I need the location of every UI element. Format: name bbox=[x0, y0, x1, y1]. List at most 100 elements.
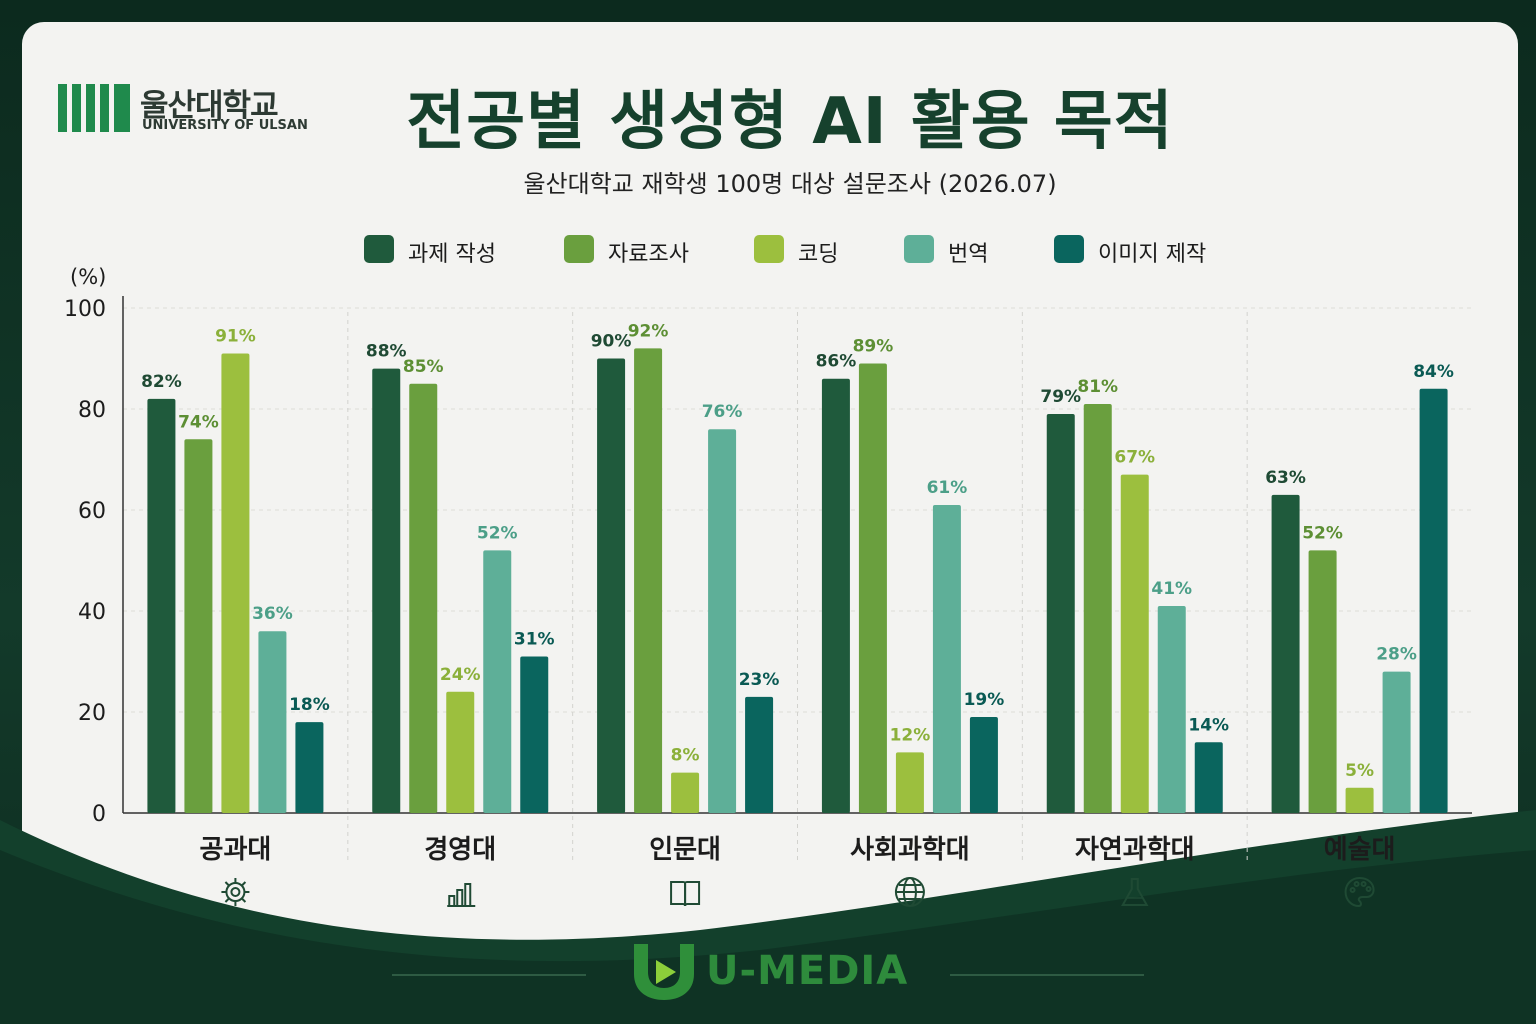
x-category-label: 사회과학대 bbox=[850, 835, 970, 865]
bar-value-label: 52% bbox=[477, 523, 518, 543]
bar-value-label: 23% bbox=[739, 670, 780, 690]
bar-value-label: 88% bbox=[366, 342, 407, 362]
bar bbox=[184, 439, 213, 813]
bar-value-label: 92% bbox=[628, 321, 669, 341]
legend-label: 이미지 제작 bbox=[1098, 242, 1207, 267]
bar bbox=[597, 358, 626, 813]
y-tick-label: 0 bbox=[92, 802, 106, 827]
bar bbox=[520, 656, 549, 813]
y-tick-label: 60 bbox=[78, 499, 106, 524]
bar bbox=[1419, 388, 1448, 813]
y-tick-label: 40 bbox=[78, 600, 106, 625]
bar-value-label: 84% bbox=[1413, 362, 1454, 382]
x-category-label: 인문대 bbox=[649, 835, 721, 865]
x-category-label: 자연과학대 bbox=[1075, 835, 1195, 865]
legend-swatch bbox=[1054, 235, 1084, 263]
legend-swatch bbox=[564, 235, 594, 263]
flask-icon bbox=[1121, 878, 1149, 906]
y-tick-label: 80 bbox=[78, 398, 106, 423]
bar bbox=[1157, 605, 1186, 813]
bar bbox=[221, 353, 250, 813]
chart-title: 전공별 생성형 AI 활용 목적 bbox=[406, 85, 1174, 159]
bar-value-label: 61% bbox=[927, 478, 968, 498]
bar bbox=[969, 717, 998, 813]
bar bbox=[932, 504, 961, 813]
bar bbox=[1345, 787, 1374, 813]
bar bbox=[147, 398, 176, 813]
bar bbox=[1046, 414, 1075, 813]
bar-value-label: 81% bbox=[1077, 377, 1118, 397]
bar bbox=[858, 363, 887, 813]
bar-value-label: 76% bbox=[702, 402, 743, 422]
bar bbox=[708, 429, 737, 813]
bar-value-label: 79% bbox=[1040, 387, 1081, 407]
bar bbox=[634, 348, 663, 813]
bar-value-label: 52% bbox=[1302, 523, 1343, 543]
bar-value-label: 5% bbox=[1345, 761, 1374, 781]
legend-label: 번역 bbox=[948, 242, 989, 267]
bar bbox=[1271, 494, 1300, 813]
footer-logo: U-MEDIA bbox=[620, 940, 940, 1000]
legend-label: 코딩 bbox=[798, 242, 839, 267]
chart-subtitle: 울산대학교 재학생 100명 대상 설문조사 (2026.07) bbox=[523, 170, 1057, 198]
legend-label: 과제 작성 bbox=[408, 242, 496, 267]
x-category-label: 공과대 bbox=[200, 835, 272, 865]
bar-value-label: 24% bbox=[440, 665, 481, 685]
bar bbox=[372, 368, 401, 813]
bar bbox=[745, 696, 774, 813]
palette-icon bbox=[1344, 876, 1375, 908]
bar-value-label: 19% bbox=[964, 690, 1005, 710]
book-icon bbox=[670, 881, 701, 907]
university-logo: 울산대학교 UNIVERSITY OF ULSAN bbox=[58, 80, 338, 140]
bar bbox=[671, 772, 700, 813]
bar bbox=[1308, 550, 1337, 813]
legend-swatch bbox=[364, 235, 394, 263]
bar-value-label: 41% bbox=[1151, 579, 1192, 599]
bar-value-label: 91% bbox=[215, 326, 256, 346]
bar bbox=[895, 752, 924, 813]
bar-value-label: 28% bbox=[1376, 645, 1417, 665]
university-name-kr: 울산대학교 bbox=[140, 88, 279, 124]
bar-value-label: 63% bbox=[1265, 468, 1306, 488]
footer-brand-text: U-MEDIA bbox=[706, 948, 909, 994]
bar bbox=[446, 691, 475, 813]
bar-chart: (%) 0 20 40 60 80 100 82% 74% 91% 36% 18% 공과대 88%85% 2… bbox=[64, 265, 1472, 908]
bar-value-label: 8% bbox=[671, 746, 700, 766]
x-category-label: 경영대 bbox=[424, 835, 496, 865]
bar bbox=[483, 550, 512, 813]
bar bbox=[1382, 671, 1411, 813]
footer-divider-right bbox=[950, 974, 1144, 976]
bar-value-label: 31% bbox=[514, 629, 555, 649]
globe-icon bbox=[894, 877, 925, 907]
y-tick-label: 20 bbox=[78, 701, 106, 726]
x-category-label: 예술대 bbox=[1324, 835, 1396, 865]
bar bbox=[1194, 742, 1223, 813]
bar-value-label: 90% bbox=[591, 332, 632, 352]
legend-swatch bbox=[754, 235, 784, 263]
bar-value-label: 36% bbox=[252, 604, 293, 624]
university-logo-mark bbox=[58, 84, 130, 132]
footer-divider-left bbox=[392, 974, 586, 976]
bar-value-label: 18% bbox=[289, 695, 330, 715]
bar bbox=[295, 722, 324, 813]
bottom-wave bbox=[0, 810, 1536, 1024]
bar bbox=[1120, 474, 1149, 813]
bar-value-label: 85% bbox=[403, 357, 444, 377]
y-axis-unit-label: (%) bbox=[70, 265, 106, 289]
bar-value-label: 89% bbox=[853, 337, 894, 357]
bar-value-label: 86% bbox=[816, 352, 857, 372]
legend-swatch bbox=[904, 235, 934, 263]
bar bbox=[1083, 403, 1112, 813]
bar bbox=[258, 631, 287, 813]
bar bbox=[409, 383, 438, 813]
bar-chart-icon bbox=[447, 883, 476, 907]
bar-value-label: 67% bbox=[1114, 448, 1155, 468]
gear-icon bbox=[221, 878, 250, 906]
bar-value-label: 12% bbox=[890, 725, 931, 745]
bar-value-label: 74% bbox=[178, 412, 219, 432]
university-name-en: UNIVERSITY OF ULSAN bbox=[142, 118, 308, 133]
bar-value-label: 82% bbox=[141, 372, 182, 392]
y-tick-label: 100 bbox=[64, 297, 106, 322]
bar-value-label: 14% bbox=[1188, 715, 1229, 735]
legend-label: 자료조사 bbox=[608, 242, 689, 267]
